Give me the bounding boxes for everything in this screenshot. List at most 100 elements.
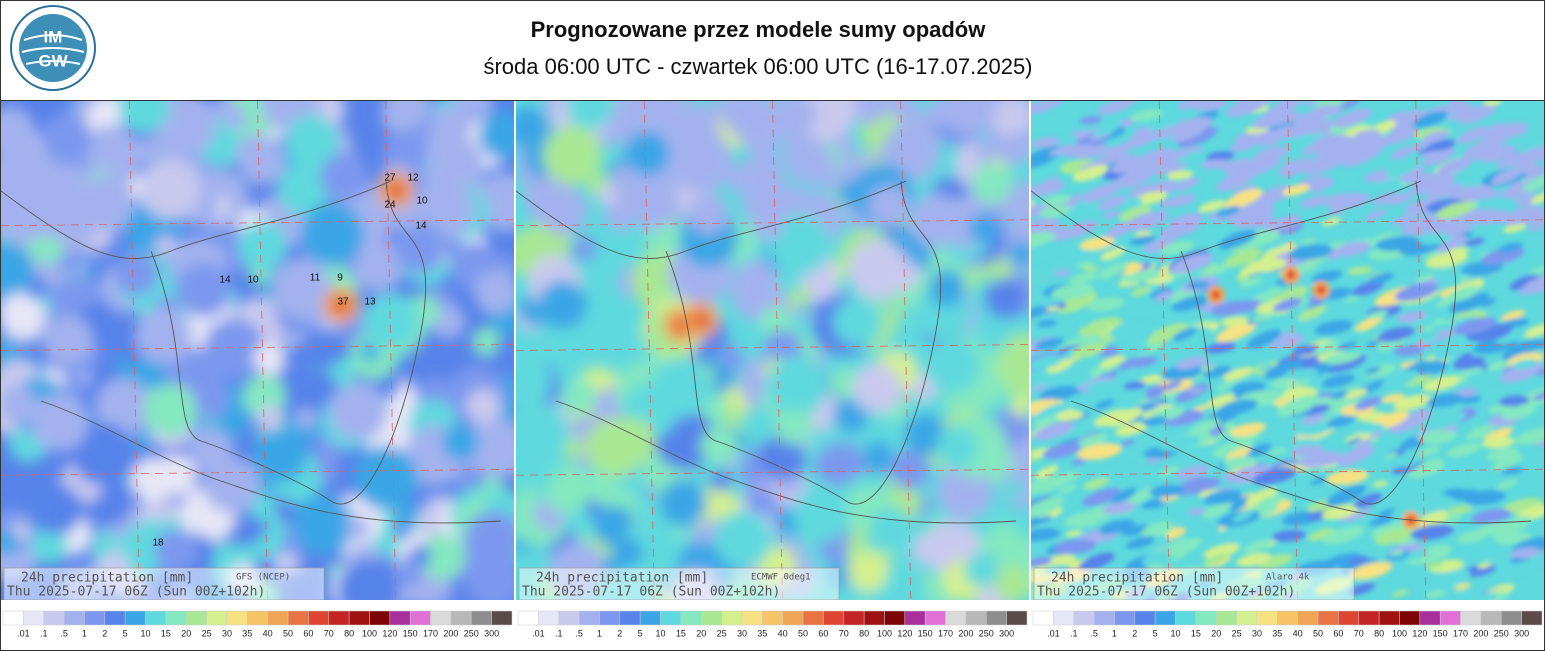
- precip-cell: [1252, 467, 1297, 485]
- precip-cell: [1355, 438, 1372, 448]
- precip-cell: [1448, 101, 1467, 105]
- precip-cell: [693, 312, 709, 328]
- precip-cell: [1323, 525, 1365, 545]
- precip-cell: [1448, 186, 1494, 202]
- colorbar-label: 80: [859, 628, 869, 638]
- panel-label: 24h precipitation [mm]: [1051, 571, 1223, 586]
- precip-cell: [1122, 133, 1156, 149]
- precip-cell: [63, 374, 88, 399]
- precip-cell: [353, 446, 418, 510]
- precip-cell: [1040, 177, 1060, 187]
- precip-cell: [1345, 296, 1361, 303]
- precip-cell: [1043, 194, 1071, 206]
- precip-cell: [799, 145, 836, 182]
- colorbar-label: 15: [1191, 628, 1201, 638]
- precip-cell: [1261, 242, 1297, 262]
- lat-lon-line: [1031, 344, 1544, 351]
- precip-cell: [1232, 510, 1254, 523]
- precip-cell: [1061, 418, 1100, 436]
- precip-cell: [154, 528, 199, 573]
- precip-cell: [1254, 494, 1285, 511]
- colorbar-label: 35: [757, 628, 767, 638]
- colorbar-label: 170: [1453, 628, 1468, 638]
- lat-lon-line: [1, 468, 514, 476]
- colorbar-label: 10: [656, 628, 666, 638]
- colorbar-swatch: [802, 610, 824, 626]
- precip-cell: [1, 292, 45, 339]
- precip-cell: [1083, 266, 1100, 272]
- colorbar-label: 120: [897, 628, 912, 638]
- precip-cell: [1063, 511, 1103, 527]
- precip-cell: [1, 384, 37, 423]
- precip-cell: [1267, 233, 1295, 249]
- precip-cell: [1326, 485, 1367, 507]
- precip-cell: [1046, 306, 1061, 312]
- precip-cell: [1141, 279, 1179, 296]
- precip-cell: [1033, 421, 1074, 441]
- precip-cell: [1339, 101, 1361, 109]
- precip-cell: [1389, 550, 1405, 557]
- precip-cell: [1243, 539, 1272, 554]
- precip-cell: [1509, 274, 1540, 290]
- precip-cell: [1323, 352, 1357, 365]
- colorbar-swatch: [1215, 610, 1237, 626]
- precip-cell: [1166, 170, 1194, 180]
- precip-cell: [566, 101, 614, 130]
- precip-cell: [721, 101, 771, 137]
- precip-cell: [1407, 315, 1438, 332]
- precip-cell: [1186, 508, 1208, 516]
- precip-cell: [1510, 547, 1542, 559]
- precip-cell: [1523, 323, 1544, 339]
- precip-cell: [1437, 157, 1474, 175]
- precip-cell: [1288, 244, 1333, 261]
- colorbar-swatch: [1358, 610, 1380, 626]
- precip-cell: [1246, 329, 1282, 349]
- precip-cell: [1311, 270, 1343, 283]
- precip-cell: [1215, 321, 1257, 343]
- precip-cell: [1500, 206, 1544, 226]
- precip-cell: [1112, 169, 1154, 189]
- precip-cell: [295, 407, 317, 429]
- precip-cell: [1503, 223, 1527, 233]
- precip-cell: [1387, 192, 1413, 206]
- precip-cell: [847, 551, 889, 592]
- colorbar-label: 170: [423, 628, 438, 638]
- precip-cell: [936, 426, 978, 468]
- precip-cell: [1376, 235, 1419, 251]
- precip-cell: [1418, 430, 1458, 444]
- precip-cell: [1031, 476, 1067, 494]
- precip-cell: [863, 441, 894, 472]
- precip-cell: [1031, 517, 1045, 529]
- map-panel: 24h precipitation [mm] ECMWF 0deg1 Thu 202…: [516, 101, 1029, 600]
- precip-cell: [1484, 190, 1502, 199]
- precip-cell: [1034, 337, 1064, 350]
- precip-cell: [1436, 201, 1475, 220]
- precip-cell: [545, 471, 589, 515]
- precip-cell: [1366, 339, 1381, 347]
- colorbar-label: 20: [1211, 628, 1221, 638]
- colorbar-swatch: [619, 610, 641, 626]
- colorbar-swatch: [965, 610, 987, 626]
- precip-cell: [1235, 129, 1278, 146]
- border-line: [1, 180, 502, 524]
- precip-cell: [474, 269, 514, 314]
- precip-cell: [1142, 237, 1176, 253]
- colorbar-swatch: [348, 610, 370, 626]
- precip-cell: [1297, 305, 1327, 321]
- colorbar-swatch: [369, 610, 391, 626]
- precip-cell: [1412, 172, 1456, 189]
- precip-cell: [1406, 544, 1452, 565]
- precip-cell: [925, 338, 981, 393]
- precip-cell: [186, 375, 231, 420]
- precip-cell: [1423, 410, 1466, 431]
- precip-cell: [971, 162, 1013, 205]
- colorbar-label: 2: [617, 628, 622, 638]
- colorbar-label: 5: [1153, 628, 1158, 638]
- precip-cell: [1433, 352, 1455, 360]
- precip-cell: [984, 279, 1025, 319]
- precip-cell: [1466, 370, 1500, 383]
- precip-cell: [1071, 343, 1106, 358]
- precip-cell: [1051, 283, 1094, 300]
- precip-cell: [1410, 524, 1454, 541]
- colorbar-swatch: [124, 610, 146, 626]
